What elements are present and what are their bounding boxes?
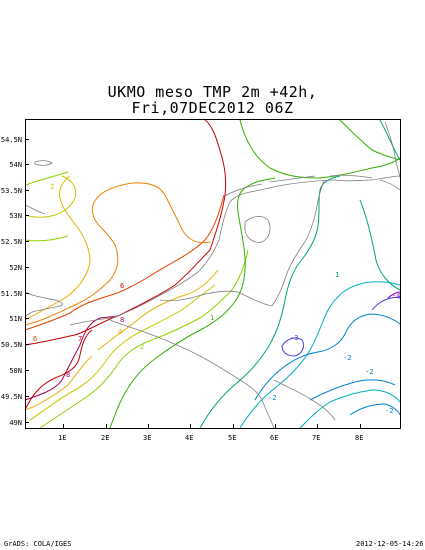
y-tick-label: 51N — [9, 315, 22, 323]
y-axis: 49N 49.5N 50N 50.5N 51N 51.5N 52N 52.5N … — [1, 136, 29, 427]
y-tick-label: 49.5N — [1, 393, 22, 401]
contour-line — [24, 119, 227, 346]
contour-label: -2 — [343, 354, 351, 362]
x-tick-label: 1E — [58, 434, 66, 442]
contour-label: 1 — [335, 271, 339, 279]
y-tick-label: 52N — [9, 264, 22, 272]
contour-line — [24, 182, 211, 326]
contour-label: 7 — [78, 335, 82, 343]
contour-line — [24, 175, 77, 218]
y-tick-label: 54.5N — [1, 136, 22, 144]
contour-line — [281, 337, 305, 357]
x-tick-label: 4E — [185, 434, 193, 442]
border-france-belgium — [109, 319, 275, 429]
contour-line — [349, 403, 401, 416]
contour-label: 2 — [50, 183, 54, 191]
x-tick-label: 3E — [143, 434, 151, 442]
contour-label: 4 — [118, 328, 122, 336]
coastline-lake-small — [34, 160, 53, 166]
x-tick-label: 2E — [101, 434, 109, 442]
contour-label: -2 — [268, 394, 276, 402]
border-belgium-netherlands — [159, 290, 273, 307]
map-title-line1: UKMO meso TMP 2m +42h, — [107, 83, 318, 101]
coastline-england — [24, 204, 63, 319]
contour-label: 2 — [140, 343, 144, 351]
contour-label: -2 — [385, 407, 393, 415]
contour-line — [379, 119, 401, 161]
contour-line — [24, 315, 119, 401]
contour-label: 6 — [120, 282, 124, 290]
contour-line — [239, 119, 401, 179]
y-tick-label: 52.5N — [1, 238, 22, 246]
coastline-north-islands — [224, 174, 401, 197]
contour-label: 1 — [210, 314, 214, 322]
y-tick-label: 51.5N — [1, 290, 22, 298]
contour-line — [24, 171, 69, 242]
contour-line — [339, 119, 401, 161]
y-tick-label: 50.5N — [1, 341, 22, 349]
contour-line — [239, 281, 401, 429]
footer-timestamp: 2012-12-05-14:26 — [356, 540, 424, 548]
contour-label: -3 — [290, 334, 298, 342]
y-tick-label: 53N — [9, 212, 22, 220]
y-tick-label: 49N — [9, 419, 22, 427]
contour-line — [24, 175, 91, 321]
contour-label: -4 — [392, 292, 400, 300]
contour-line — [299, 389, 401, 429]
footer-credit: GrADS: COLA/IGES — [4, 540, 72, 548]
x-tick-label: 5E — [228, 434, 236, 442]
contour-line — [24, 329, 93, 411]
contour-label: 8 — [66, 371, 70, 379]
coastline-denmark — [384, 121, 401, 179]
contour-line — [29, 284, 216, 421]
contour-line — [359, 199, 401, 291]
contour-label: 8 — [120, 316, 124, 324]
contour-label: 6 — [33, 335, 37, 343]
y-tick-label: 50N — [9, 367, 22, 375]
contour-label: -2 — [365, 368, 373, 376]
contour-line — [109, 177, 276, 429]
x-axis: 1E 2E 3E 4E 5E 6E 7E 8E — [58, 424, 363, 442]
contour-line — [387, 291, 401, 299]
contour-line — [199, 175, 341, 429]
border-netherlands-germany — [271, 179, 325, 307]
x-tick-label: 8E — [355, 434, 363, 442]
border-germany-east — [273, 379, 336, 421]
contour-line — [24, 269, 219, 411]
contour-line — [254, 313, 401, 401]
plot-frame — [25, 119, 401, 429]
coastline-ijsselmeer — [244, 216, 271, 243]
contour-line — [371, 297, 401, 311]
contour-line — [39, 249, 249, 429]
y-tick-label: 54N — [9, 161, 22, 169]
x-tick-label: 7E — [312, 434, 320, 442]
contour-line — [309, 379, 396, 401]
y-tick-label: 53.5N — [1, 187, 22, 195]
map-title-line2: Fri,07DEC2012 06Z — [131, 99, 294, 117]
x-tick-label: 6E — [270, 434, 278, 442]
contour-line — [24, 194, 225, 331]
coastline-continent — [69, 175, 401, 326]
